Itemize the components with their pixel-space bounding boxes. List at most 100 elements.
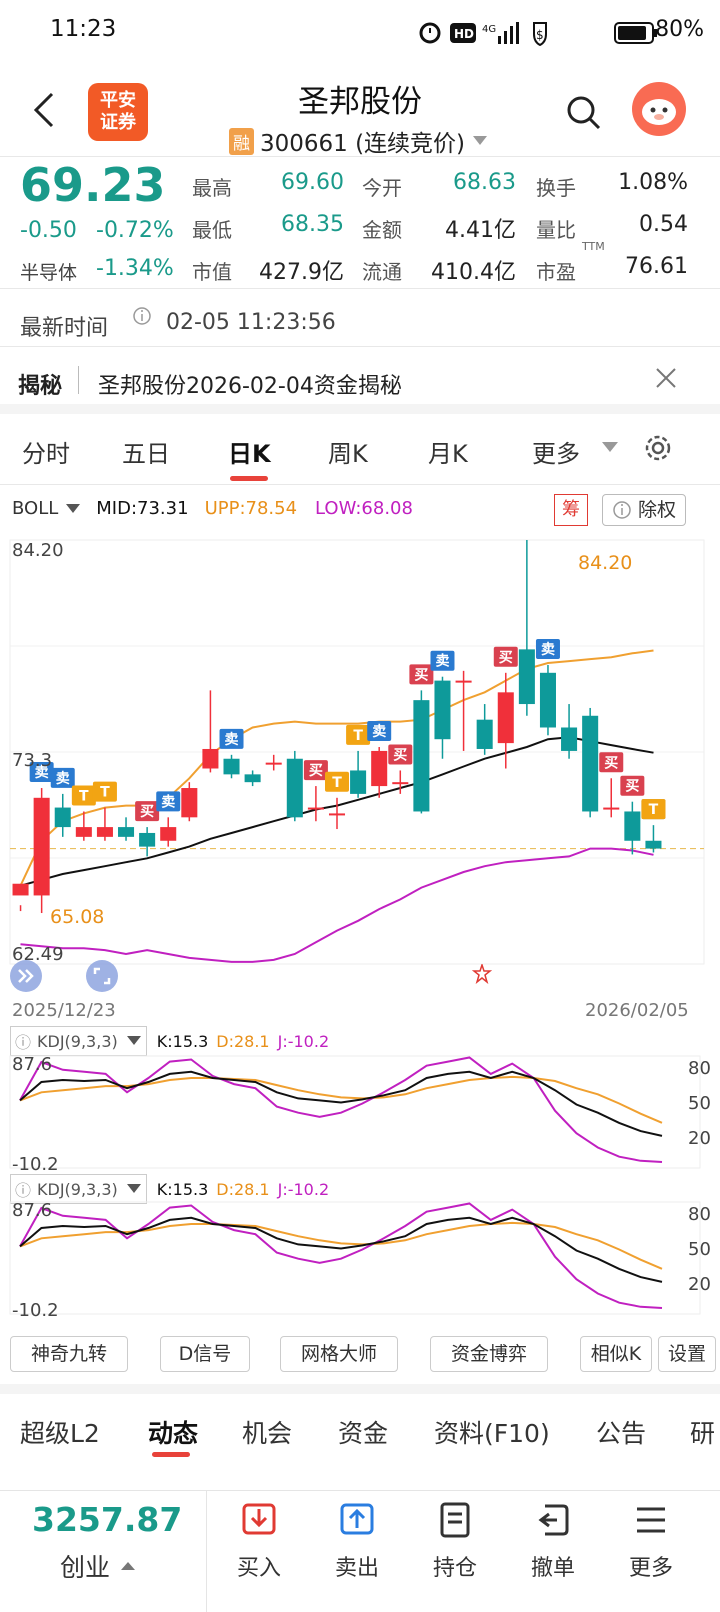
tab-research[interactable]: 研 xyxy=(690,1419,716,1448)
avatar[interactable] xyxy=(632,82,686,136)
search-icon[interactable] xyxy=(566,95,602,131)
signal-badge xyxy=(71,785,96,806)
boll-legend[interactable]: BOLL MID:73.31 UPP:78.54 LOW:68.08 xyxy=(12,498,413,519)
back-arrow-icon[interactable] xyxy=(30,90,58,130)
active-tab-indicator xyxy=(230,476,268,481)
quote-label: 换手 xyxy=(536,176,576,200)
kdj-legend-1[interactable]: ⓘ KDJ(9,3,3) K:15.3 D:28.1 J:-10.2 xyxy=(10,1026,329,1056)
signal-badge xyxy=(535,638,560,659)
kdj-chart[interactable] xyxy=(0,1054,720,1172)
signal-badge xyxy=(430,650,455,671)
kdj-selector-1[interactable]: ⓘ KDJ(9,3,3) xyxy=(10,1026,147,1056)
index-value[interactable]: 3257.87 xyxy=(32,1500,183,1539)
quote-label: 市值 xyxy=(192,260,232,284)
expand-icon xyxy=(93,967,111,985)
kdj-j-line xyxy=(19,1202,663,1309)
tab-funds[interactable]: 资金 xyxy=(338,1419,389,1448)
candle-body xyxy=(139,832,156,847)
reveal-label: 揭秘 xyxy=(18,374,63,399)
tab-daily-k[interactable]: 日K xyxy=(228,440,271,468)
kdj-name: KDJ(9,3,3) xyxy=(37,1179,118,1199)
kdj-chart-2[interactable] xyxy=(0,1200,720,1318)
signal-badge xyxy=(409,664,434,685)
tab-news[interactable]: 动态 xyxy=(148,1419,199,1448)
dropdown-triangle-icon xyxy=(473,136,488,145)
signal-label: 买 xyxy=(604,755,618,771)
svg-text:$: $ xyxy=(536,28,544,42)
signal-label: 卖 xyxy=(225,731,239,748)
grid-master-button[interactable]: 网格大师 xyxy=(280,1336,398,1372)
svg-text:HD: HD xyxy=(454,27,474,41)
tab-monthly-k[interactable]: 月K xyxy=(428,440,468,468)
active-tab-indicator xyxy=(152,1452,190,1457)
gear-icon[interactable] xyxy=(642,432,674,464)
signal-badge xyxy=(325,771,349,792)
d-signal-button[interactable]: D信号 xyxy=(160,1336,250,1372)
signal-label: 买 xyxy=(499,650,513,666)
index-name[interactable]: 创业 xyxy=(60,1548,136,1584)
chip-distribution-button[interactable]: 筹 xyxy=(554,494,588,526)
tab-super-l2[interactable]: 超级L2 xyxy=(20,1419,100,1448)
fullscreen-button[interactable] xyxy=(86,960,118,992)
quote-value: 427.9亿 xyxy=(259,260,344,285)
holdings-button[interactable]: 持仓 xyxy=(410,1500,500,1582)
broker-logo: 平安 证券 xyxy=(88,83,148,141)
close-icon[interactable] xyxy=(654,366,678,390)
boll-low: LOW:68.08 xyxy=(315,498,413,519)
more-button[interactable]: 更多 xyxy=(606,1500,696,1582)
candle-body xyxy=(118,827,135,837)
reveal-link[interactable]: 圣邦股份2026-02-04资金揭秘 xyxy=(98,374,402,399)
settings-button[interactable]: 设置 xyxy=(658,1336,716,1372)
tab-timeshare[interactable]: 分时 xyxy=(22,440,70,468)
kdj-k: K:15.3 xyxy=(156,1179,209,1199)
signal-label: T xyxy=(353,728,363,744)
kdj-legend-2[interactable]: ⓘ KDJ(9,3,3) K:15.3 D:28.1 J:-10.2 xyxy=(10,1174,329,1204)
buy-button[interactable]: 买入 xyxy=(214,1500,304,1582)
quote-value: 76.61 xyxy=(625,254,688,279)
signal-label: 卖 xyxy=(435,653,449,670)
sell-button[interactable]: 卖出 xyxy=(312,1500,402,1582)
kdj-k-line xyxy=(19,1216,663,1283)
tab-weekly-k[interactable]: 周K xyxy=(328,440,368,468)
quote-value: 69.60 xyxy=(281,170,344,195)
candle-body xyxy=(413,700,430,812)
event-star-icon[interactable] xyxy=(472,964,492,984)
candle-body xyxy=(307,807,324,810)
kdj-d-line xyxy=(19,1075,663,1124)
kline-chart[interactable]: 卖卖TT买卖卖买TT卖买买卖买卖买买卖TT xyxy=(0,534,720,994)
logo-line1: 平安 xyxy=(100,90,136,111)
stock-subtitle[interactable]: 融 300661 (连续竞价) xyxy=(0,124,720,158)
sell-label: 卖出 xyxy=(334,1556,379,1581)
sector-name[interactable]: 半导体 xyxy=(20,262,78,284)
reveal-separator xyxy=(78,366,79,394)
kdj-name: KDJ(9,3,3) xyxy=(37,1031,118,1051)
holdings-icon xyxy=(440,1502,470,1538)
scroll-left-button[interactable] xyxy=(10,960,42,992)
signal-label: 买 xyxy=(393,747,407,763)
signal-label: 卖 xyxy=(372,723,386,740)
latest-time-label: 最新时间 xyxy=(20,316,109,341)
quote-label: 最高 xyxy=(192,176,232,200)
nine-turn-button[interactable]: 神奇九转 xyxy=(10,1336,128,1372)
signal-badge xyxy=(346,724,371,745)
candle-body xyxy=(561,727,578,751)
kdj-selector-2[interactable]: ⓘ KDJ(9,3,3) xyxy=(10,1174,147,1204)
cancel-order-button[interactable]: 撤单 xyxy=(508,1500,598,1582)
kdj-y-top: 87.6 xyxy=(12,1054,53,1075)
kdj-tick-20: 20 xyxy=(688,1274,711,1295)
similar-k-button[interactable]: 相似K xyxy=(580,1336,652,1372)
tab-opportunity[interactable]: 机会 xyxy=(242,1419,293,1448)
kdj-tick-80: 80 xyxy=(688,1204,711,1225)
tab-announcement[interactable]: 公告 xyxy=(596,1419,647,1448)
stock-title: 圣邦股份 xyxy=(298,84,422,120)
quote-label: 流通 xyxy=(362,260,402,284)
buy-label: 买入 xyxy=(236,1556,281,1581)
fund-game-button[interactable]: 资金博弈 xyxy=(430,1336,548,1372)
info-icon[interactable] xyxy=(132,306,152,326)
candle-body xyxy=(539,672,556,728)
current-price: 69.23 xyxy=(20,158,166,212)
tab-five-day[interactable]: 五日 xyxy=(122,440,170,468)
tab-more[interactable]: 更多 xyxy=(532,440,580,468)
ex-rights-button[interactable]: 除权 xyxy=(602,494,686,526)
tab-f10[interactable]: 资料(F10) xyxy=(434,1419,550,1448)
